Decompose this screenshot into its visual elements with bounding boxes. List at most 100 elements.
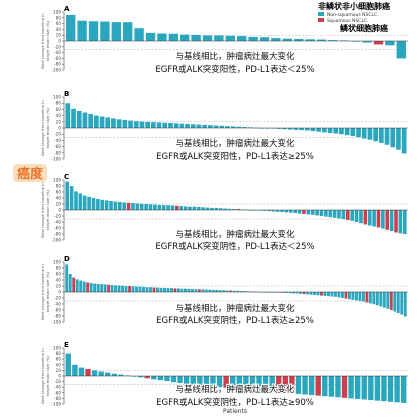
- bar: [211, 289, 215, 292]
- y-tick-label: 20: [56, 202, 62, 207]
- bar: [346, 210, 350, 220]
- bar: [328, 210, 333, 218]
- caption-line-1: 与基线相比，肿瘤病灶最大变化: [175, 229, 295, 240]
- bar: [381, 376, 387, 402]
- y-tick-label: 60: [56, 107, 62, 112]
- bar: [249, 210, 254, 211]
- bar: [201, 207, 205, 210]
- bar: [275, 210, 280, 212]
- bar: [396, 292, 400, 313]
- bar: [78, 367, 85, 376]
- bar: [177, 376, 183, 383]
- bar: [309, 292, 313, 295]
- bar: [237, 36, 247, 41]
- panel-letter: B: [64, 90, 69, 98]
- bar: [403, 210, 407, 234]
- bar: [124, 375, 131, 377]
- bar: [72, 277, 76, 292]
- bar: [322, 128, 327, 133]
- bar: [354, 376, 361, 399]
- y-axis-label: target lesion size (%): [45, 355, 50, 396]
- bar: [144, 376, 150, 379]
- bar: [183, 206, 188, 210]
- bar: [109, 201, 113, 210]
- bar: [302, 376, 308, 395]
- bar: [339, 128, 344, 135]
- bar: [327, 292, 330, 297]
- y-tick-label: -80: [54, 314, 61, 319]
- bar: [107, 284, 111, 292]
- bar: [82, 112, 88, 128]
- bar: [227, 208, 232, 210]
- bar: [284, 210, 289, 213]
- bar: [176, 288, 180, 292]
- bar: [156, 122, 162, 128]
- bar: [379, 128, 384, 143]
- bar: [294, 38, 304, 41]
- bar: [299, 128, 304, 131]
- bar: [111, 373, 118, 376]
- bar: [86, 282, 90, 292]
- bar: [240, 209, 245, 210]
- bar: [91, 370, 98, 376]
- bar: [187, 289, 191, 292]
- bar: [99, 116, 105, 128]
- y-tick-label: -20: [54, 214, 61, 219]
- bar: [287, 128, 293, 130]
- bar: [110, 285, 114, 292]
- bar: [361, 292, 365, 302]
- bar: [223, 208, 227, 210]
- bar: [372, 292, 376, 305]
- y-axis-label: target lesion size (%): [45, 20, 50, 61]
- bar: [236, 376, 242, 389]
- bar: [218, 208, 223, 210]
- bar: [121, 285, 125, 292]
- y-tick-label: -20: [54, 379, 61, 384]
- bar: [98, 371, 104, 376]
- bar: [151, 376, 157, 380]
- panel-letter: C: [64, 173, 69, 181]
- bar: [180, 34, 190, 41]
- caption-line-1: 与基线相比，肿瘤病灶最大变化: [175, 138, 295, 149]
- y-tick-label: 40: [56, 278, 62, 283]
- y-tick-label: 80: [56, 351, 62, 356]
- bar: [389, 210, 394, 231]
- y-tick-label: 100: [53, 10, 61, 15]
- bar: [401, 128, 407, 154]
- bar: [88, 21, 99, 41]
- bar: [362, 41, 372, 43]
- y-axis-label: Best change from baseline in: [40, 100, 45, 156]
- bar: [208, 125, 213, 128]
- bar: [319, 210, 324, 216]
- y-tick-label: 60: [56, 272, 62, 277]
- bar: [65, 353, 71, 376]
- bar: [341, 292, 344, 298]
- bar: [96, 283, 100, 292]
- y-tick-label: 20: [56, 368, 62, 373]
- bar: [372, 210, 376, 227]
- bar: [190, 289, 194, 292]
- bar: [276, 376, 282, 393]
- bar: [271, 292, 275, 293]
- bar: [341, 210, 346, 219]
- bar: [65, 181, 69, 210]
- bar: [337, 210, 341, 219]
- bar: [365, 292, 369, 303]
- top-chinese-title: 非鳞状非小细胞肺癌: [318, 1, 390, 11]
- bar: [135, 286, 138, 292]
- y-tick-label: -40: [54, 50, 61, 55]
- bar: [246, 291, 250, 292]
- bar: [236, 209, 240, 210]
- bar: [236, 290, 240, 292]
- y-tick-label: 80: [56, 101, 62, 106]
- bar: [293, 128, 299, 130]
- bar: [230, 126, 236, 128]
- watermark-text: 癌度: [17, 166, 44, 182]
- bar: [157, 33, 167, 41]
- bottom-chinese-title: 鳞状细胞肺癌: [340, 23, 388, 33]
- bar: [385, 41, 395, 46]
- y-tick-label: 60: [56, 190, 62, 195]
- bar: [135, 203, 140, 210]
- bar: [315, 210, 319, 216]
